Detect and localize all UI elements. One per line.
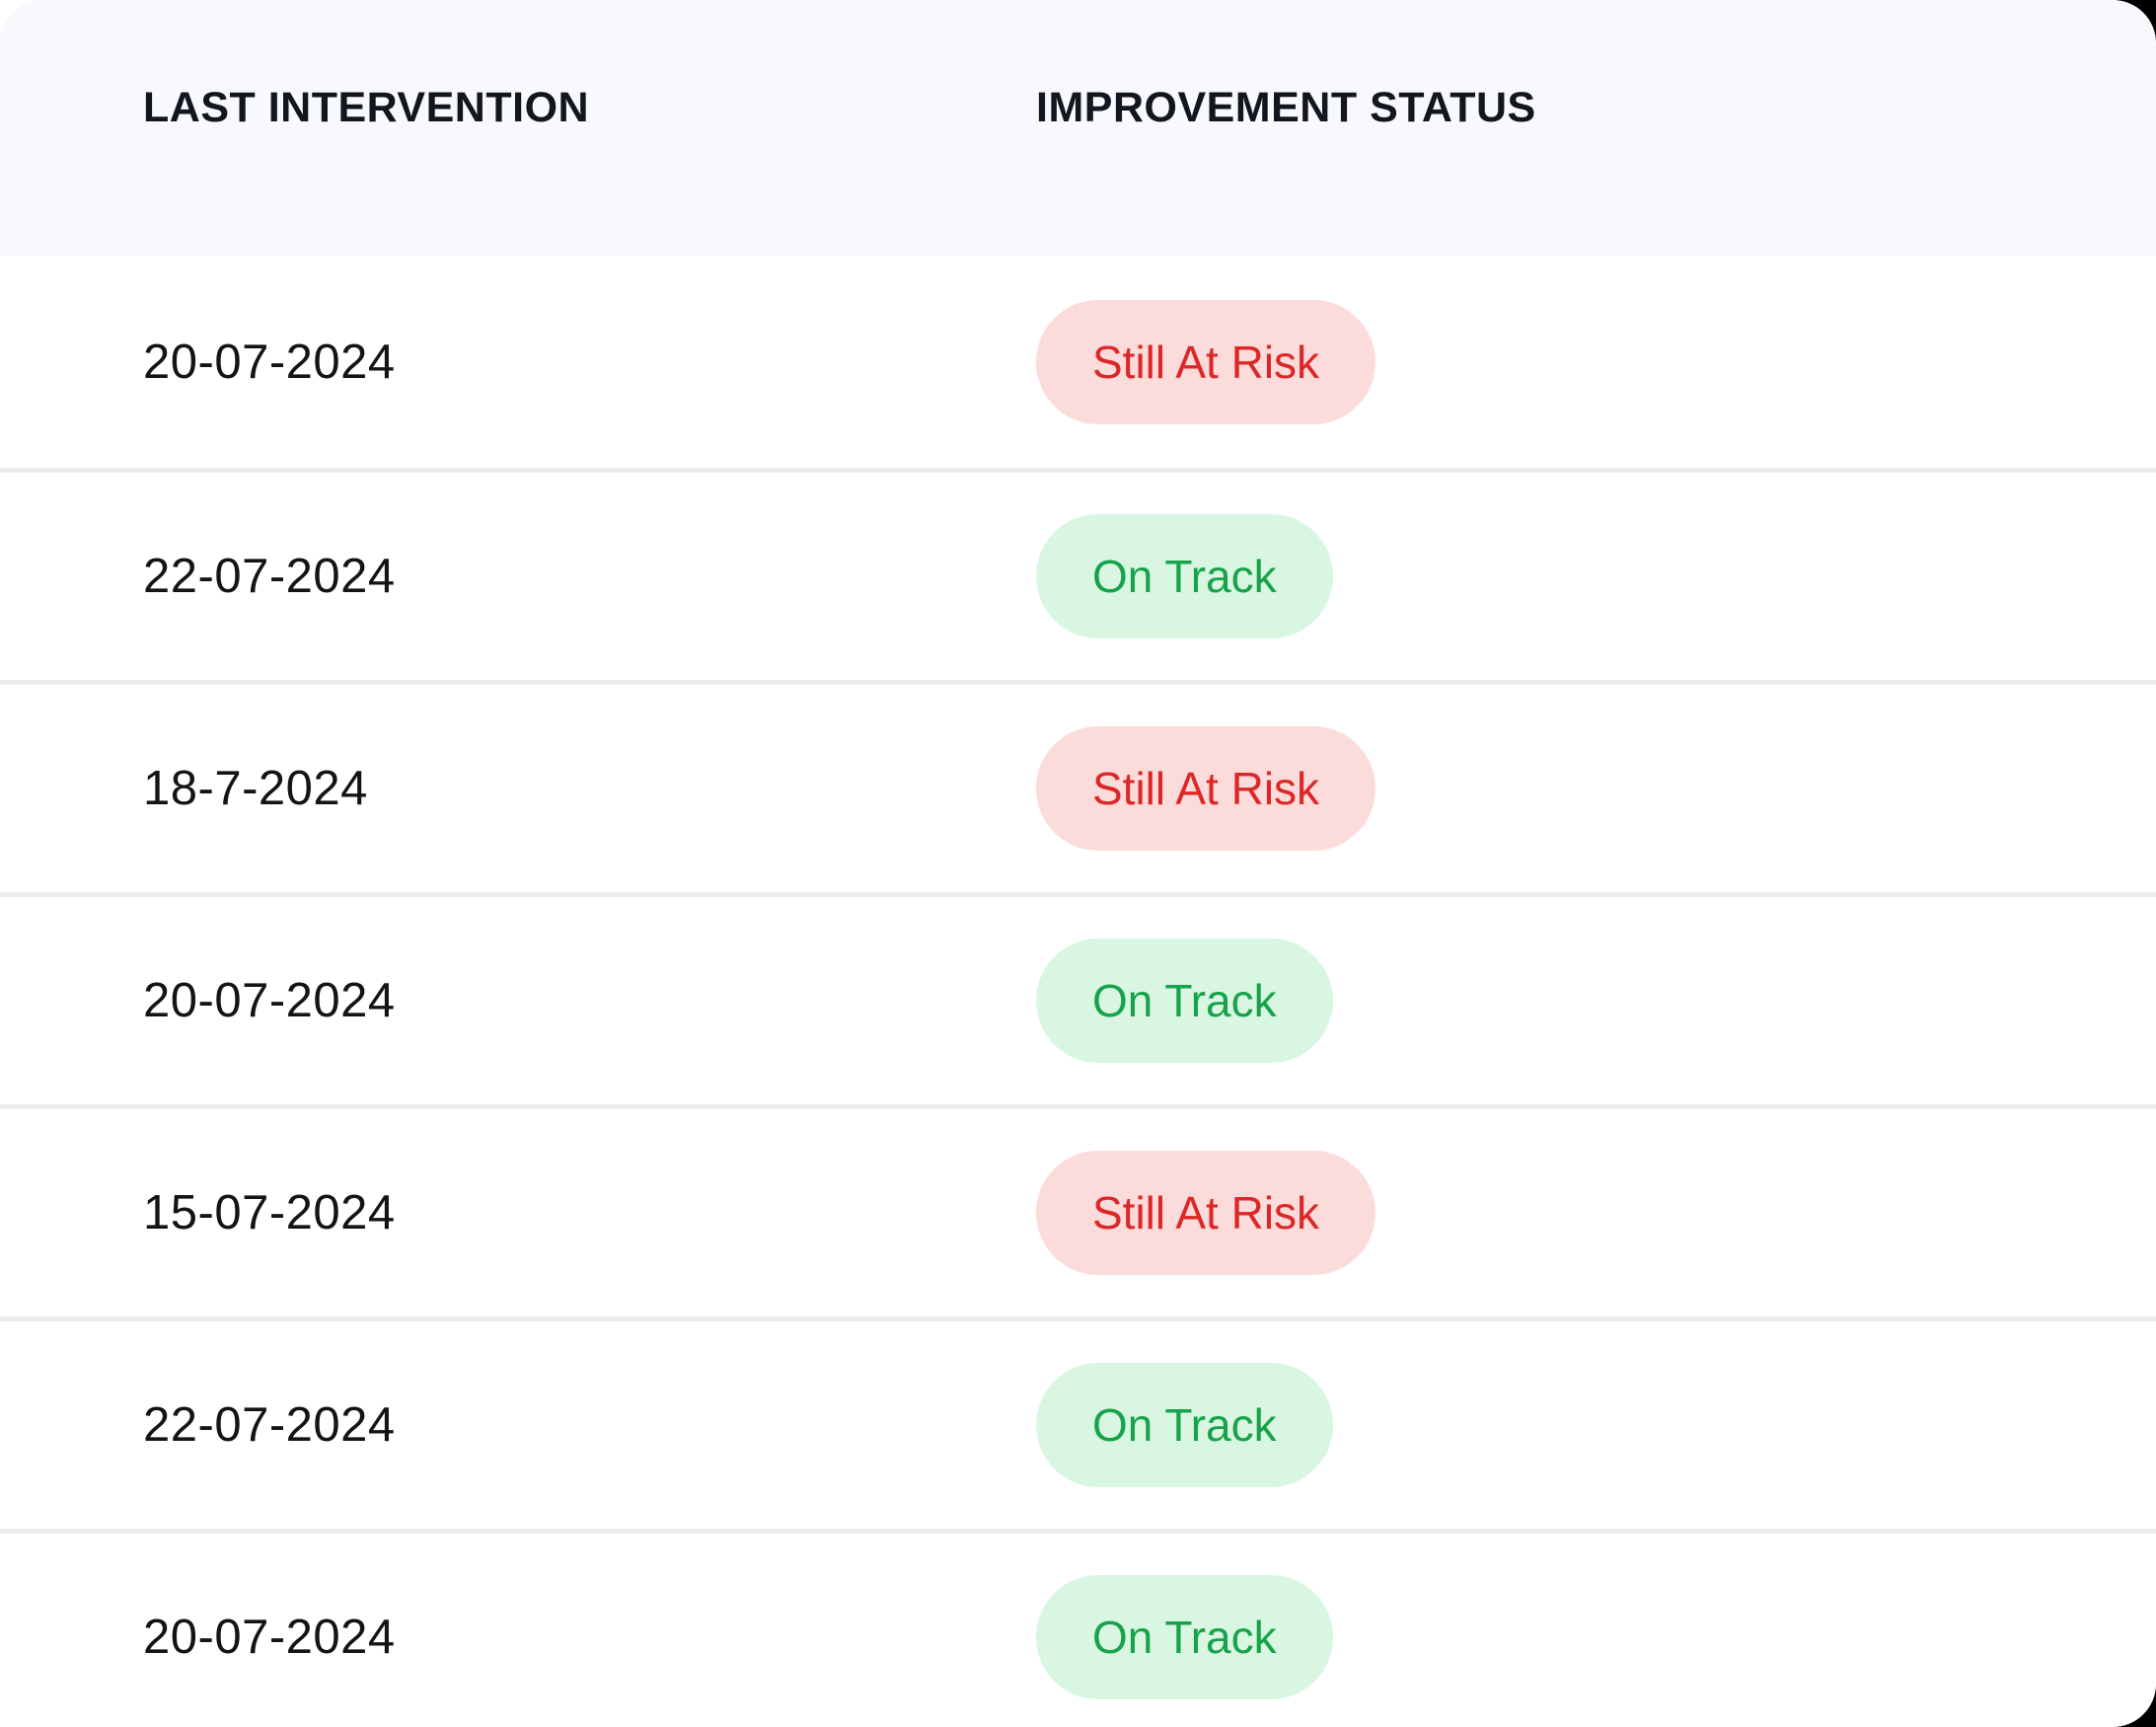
table-row: 20-07-2024 On Track — [0, 1529, 2156, 1727]
table-row: 18-7-2024 Still At Risk — [0, 680, 2156, 892]
column-header-last-intervention: LAST INTERVENTION — [143, 84, 590, 131]
last-intervention-date: 20-07-2024 — [143, 974, 396, 1027]
table-body: 20-07-2024 Still At Risk 22-07-2024 On T… — [0, 256, 2156, 1727]
last-intervention-date: 15-07-2024 — [143, 1186, 396, 1239]
table-row: 22-07-2024 On Track — [0, 1316, 2156, 1529]
improvement-status-badge: On Track — [1036, 514, 1333, 638]
last-intervention-date: 22-07-2024 — [143, 1398, 396, 1452]
table-row: 20-07-2024 On Track — [0, 892, 2156, 1104]
improvement-status-badge: Still At Risk — [1036, 726, 1376, 851]
improvement-status-badge: Still At Risk — [1036, 299, 1376, 424]
table-row: 15-07-2024 Still At Risk — [0, 1104, 2156, 1316]
table-header-row: LAST INTERVENTION IMPROVEMENT STATUS — [0, 0, 2156, 256]
last-intervention-date: 18-7-2024 — [143, 762, 368, 815]
table-row: 20-07-2024 Still At Risk — [0, 256, 2156, 468]
last-intervention-date: 22-07-2024 — [143, 550, 396, 603]
column-header-improvement-status: IMPROVEMENT STATUS — [1036, 84, 1536, 131]
improvement-status-badge: Still At Risk — [1036, 1151, 1376, 1275]
improvement-status-badge: On Track — [1036, 939, 1333, 1063]
last-intervention-date: 20-07-2024 — [143, 1611, 396, 1664]
improvement-status-badge: On Track — [1036, 1363, 1333, 1487]
table-row: 22-07-2024 On Track — [0, 468, 2156, 680]
last-intervention-date: 20-07-2024 — [143, 335, 396, 389]
improvement-status-badge: On Track — [1036, 1575, 1333, 1699]
